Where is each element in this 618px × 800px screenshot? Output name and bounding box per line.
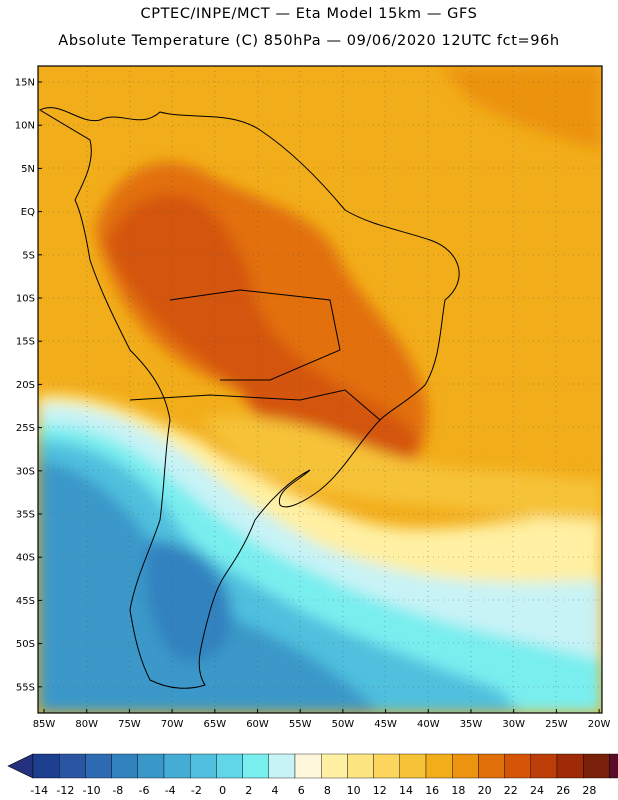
colorbar-label: 24 (530, 784, 544, 797)
lon-tick-label: 25W (545, 719, 568, 730)
temperature-field (38, 66, 602, 713)
colorbar-label: 12 (373, 784, 387, 797)
lat-tick-label: 45S (16, 596, 35, 607)
lat-tick-label: 5S (22, 250, 35, 261)
lon-tick-label: 60W (246, 719, 269, 730)
colorbar-swatch (242, 753, 270, 779)
colorbar-label: 6 (298, 784, 305, 797)
colorbar-swatch (32, 753, 60, 779)
colorbar-swatch (425, 753, 453, 779)
colorbar-swatch (530, 753, 558, 779)
lat-tick-label: 30S (16, 466, 35, 477)
lon-tick-label: 65W (203, 719, 226, 730)
colorbar: -14 -12 -10 -8 -6 -4 -2 0 2 4 6 8 10 12 14 16 18 20 22 24 26… (7, 753, 618, 797)
colorbar-swatch (452, 753, 479, 779)
lon-tick-label: 30W (502, 719, 525, 730)
colorbar-label: 20 (478, 784, 492, 797)
lon-tick-label: 55W (289, 719, 312, 730)
colorbar-swatch (85, 753, 112, 779)
colorbar-label: 10 (347, 784, 361, 797)
colorbar-swatch (504, 753, 532, 779)
colorbar-label: -12 (56, 784, 74, 797)
colorbar-label: 2 (245, 784, 252, 797)
colorbar-label: 18 (451, 784, 465, 797)
colorbar-label: 16 (425, 784, 439, 797)
lon-tick-label: 50W (332, 719, 355, 730)
colorbar-label: 8 (324, 784, 331, 797)
colorbar-swatch (609, 753, 618, 779)
longitude-labels: 85W 80W 75W 70W 65W 60W 55W 50W 45W 40W 35W 30W 25W 2… (33, 709, 611, 730)
lon-tick-label: 75W (118, 719, 141, 730)
colorbar-swatch (373, 753, 401, 779)
coastlines (38, 107, 460, 689)
map-title: CPTEC/INPE/MCT — Eta Model 15km — GFS (140, 6, 478, 22)
lon-tick-label: 70W (161, 719, 184, 730)
lat-tick-label: 15N (15, 78, 35, 89)
colorbar-label: 4 (272, 784, 279, 797)
lat-tick-label: 20S (16, 380, 35, 391)
colorbar-label: 28 (582, 784, 596, 797)
colorbar-label: -14 (30, 784, 48, 797)
colorbar-label: -6 (139, 784, 150, 797)
colorbar-swatch (59, 753, 86, 779)
lat-tick-label: EQ (21, 207, 35, 218)
lon-tick-label: 35W (460, 719, 483, 730)
colorbar-label: 14 (399, 784, 413, 797)
lat-tick-label: 10N (15, 121, 35, 132)
lat-tick-label: 50S (16, 639, 35, 650)
lon-tick-label: 20W (588, 719, 611, 730)
lon-tick-label: 85W (33, 719, 56, 730)
colorbar-low-arrow (7, 753, 34, 779)
lon-tick-label: 45W (374, 719, 397, 730)
lat-tick-label: 35S (16, 510, 35, 521)
colorbar-label: -10 (83, 784, 101, 797)
lat-tick-label: 15S (16, 337, 35, 348)
colorbar-swatch (478, 753, 505, 779)
colorbar-swatch (321, 753, 348, 779)
colorbar-label: -2 (191, 784, 202, 797)
map-subtitle: Absolute Temperature (C) 850hPa — 09/06/… (58, 33, 560, 49)
colorbar-label: 22 (504, 784, 518, 797)
lat-tick-label: 40S (16, 553, 35, 564)
colorbar-label: 0 (219, 784, 226, 797)
lon-tick-label: 80W (75, 719, 98, 730)
colorbar-swatch (163, 753, 191, 779)
colorbar-swatch (294, 753, 322, 779)
map-frame (37, 65, 603, 714)
lat-tick-label: 10S (16, 294, 35, 305)
colorbar-label: -8 (112, 784, 123, 797)
lat-tick-label: 25S (16, 423, 35, 434)
colorbar-label: 26 (556, 784, 570, 797)
colorbar-swatch (556, 753, 584, 779)
colorbar-swatch (189, 753, 217, 779)
latitude-labels: 15N 10N 5N EQ 5S 10S 15S 20S 25S 30S 35S 40S 45S 50S 5… (15, 78, 42, 693)
colorbar-swatch (347, 753, 374, 779)
colorbar-swatch (111, 753, 138, 779)
colorbar-swatch (137, 753, 165, 779)
lat-tick-label: 5N (21, 164, 35, 175)
colorbar-swatch (268, 753, 296, 779)
colorbar-label: -4 (165, 784, 176, 797)
colorbar-swatch (216, 753, 243, 779)
colorbar-swatch (583, 753, 610, 779)
lon-tick-label: 40W (417, 719, 440, 730)
lat-tick-label: 55S (16, 682, 35, 693)
colorbar-swatch (399, 753, 427, 779)
